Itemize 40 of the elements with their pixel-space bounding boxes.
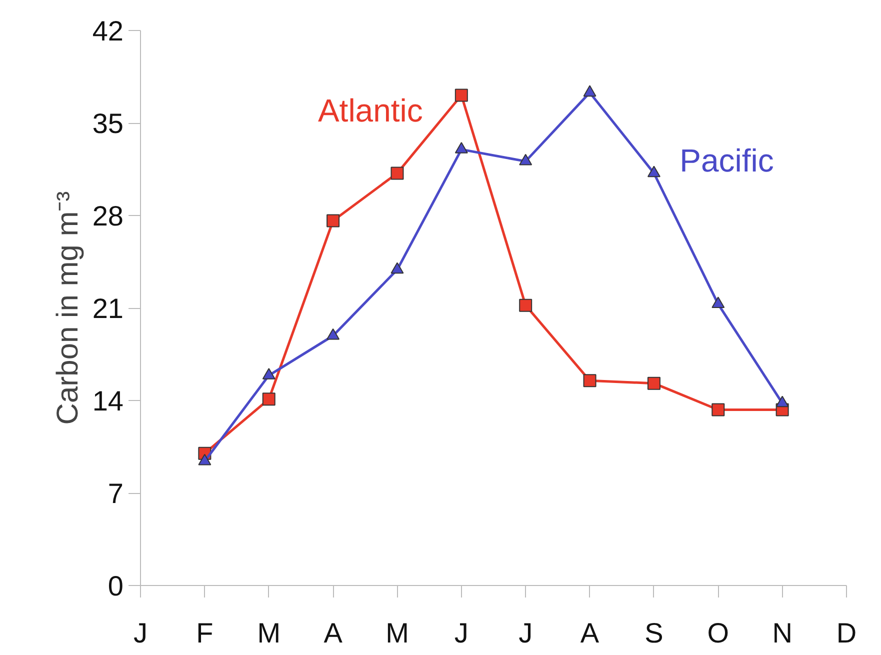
y-tick-label: 42: [92, 16, 124, 46]
series-label: Pacific: [680, 142, 774, 178]
point: [776, 396, 789, 408]
x-tick-label: J: [134, 618, 148, 648]
y-tick-label: 35: [92, 108, 124, 139]
x-tick-label: A: [324, 618, 343, 648]
x-tick-label: D: [836, 618, 857, 648]
y-tick-label: 14: [92, 386, 124, 416]
point: [583, 85, 596, 97]
point: [326, 328, 340, 340]
point: [647, 376, 660, 390]
x-tick-label: O: [707, 618, 730, 648]
point: [198, 454, 212, 466]
y-tick-label: 0: [108, 570, 124, 602]
point: [712, 403, 725, 416]
x-tick-label: N: [772, 618, 792, 648]
x-tick-label: F: [196, 618, 214, 648]
series-label: Atlantic: [318, 92, 423, 128]
x-tick-label: J: [454, 618, 468, 648]
point: [262, 392, 276, 406]
x-tick-label: S: [644, 618, 664, 648]
point: [519, 298, 532, 312]
point: [519, 154, 532, 166]
point: [390, 262, 404, 274]
point: [326, 214, 340, 228]
y-tick-label: 21: [92, 293, 124, 324]
point: [454, 142, 468, 154]
x-tick-label: J: [518, 618, 533, 648]
point: [262, 368, 276, 380]
point: [647, 166, 660, 178]
point: [583, 374, 596, 388]
y-tick-label: 28: [92, 200, 124, 232]
point: [454, 88, 468, 102]
x-tick-label: M: [386, 618, 409, 648]
point: [712, 296, 725, 308]
y-axis-title: Carbon in mg m⁻³: [51, 191, 84, 425]
y-tick-label: 7: [108, 478, 124, 509]
x-tick-label: A: [580, 618, 600, 648]
x-tick-label: M: [257, 618, 281, 648]
point: [390, 166, 404, 180]
